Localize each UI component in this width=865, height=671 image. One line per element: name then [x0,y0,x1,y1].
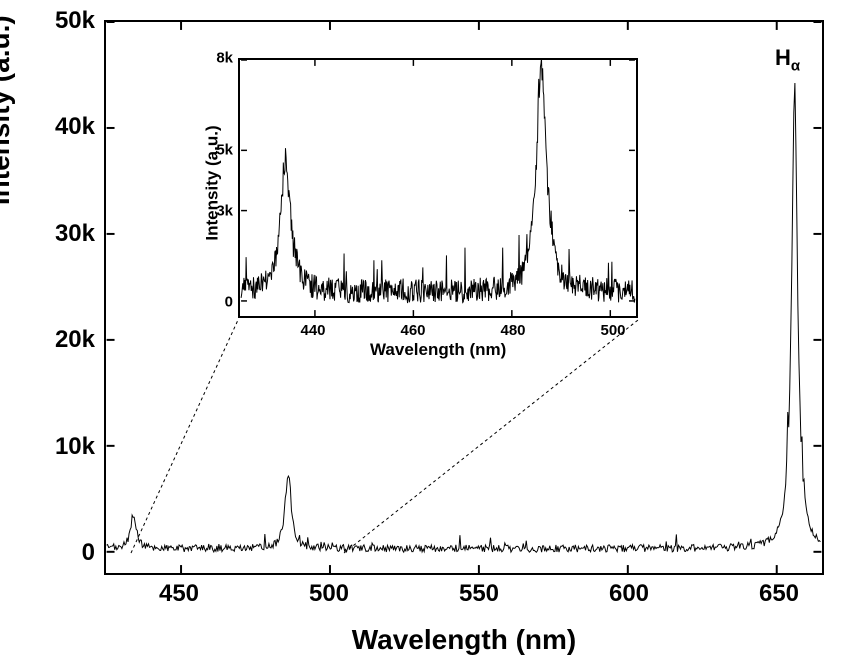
main-ytick-2: 20k [55,326,95,354]
peak-label-h-alpha: Hα [775,45,800,74]
inset-ytick-2: 5k [216,142,233,159]
inset-xtick-3: 500 [600,322,625,339]
main-x-axis-label: Wavelength (nm) [352,624,577,656]
main-ytick-5: 50k [55,7,95,35]
inset-ytick-3: 8k [216,50,233,67]
main-xtick-1: 500 [309,580,349,608]
main-xtick-0: 450 [159,580,199,608]
inset-ytick-0: 0 [225,294,233,311]
main-ytick-4: 40k [55,113,95,141]
inset-x-axis-label: Wavelength (nm) [370,340,506,360]
main-xtick-2: 550 [459,580,499,608]
inset-xtick-2: 480 [500,322,525,339]
main-ytick-1: 10k [55,433,95,461]
main-ytick-3: 30k [55,220,95,248]
main-ytick-0: 0 [82,539,95,567]
inset-plot-area [238,58,638,318]
inset-xtick-1: 460 [400,322,425,339]
main-xtick-4: 650 [759,580,799,608]
inset-spectrum-svg [240,60,636,316]
main-y-axis-label: Intensity (a.u.) [0,15,16,205]
inset-ytick-1: 3k [216,203,233,220]
main-xtick-3: 600 [609,580,649,608]
inset-xtick-0: 440 [300,322,325,339]
